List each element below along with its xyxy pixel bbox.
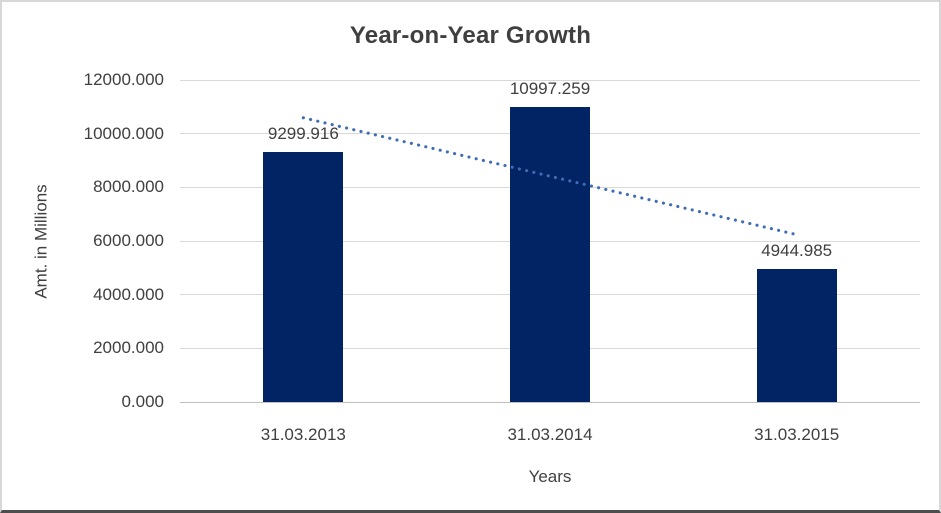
y-tick-label: 0.000 (121, 392, 164, 411)
bar (756, 269, 837, 402)
x-axis-line (180, 401, 920, 403)
y-tick-label: 4000.000 (93, 284, 164, 304)
y-tick-label: 6000.000 (93, 231, 164, 250)
bar-value-label: 10997.259 (509, 78, 591, 98)
y-tick-label: 12000.000 (83, 70, 164, 89)
x-tick-label: 31.03.2013 (260, 425, 346, 444)
gridline (180, 79, 920, 81)
x-tick-label: 31.03.2014 (507, 425, 593, 444)
bar-value-label: 4944.985 (761, 241, 833, 261)
x-axis-title: Years (528, 467, 572, 486)
y-tick-label: 2000.000 (93, 338, 164, 358)
y-tick-label: 8000.000 (93, 177, 164, 197)
y-tick-label: 10000.000 (83, 123, 164, 143)
bar-value-label: 9299.916 (267, 124, 339, 144)
x-tick-label: 31.03.2015 (754, 425, 840, 444)
chart-title: Year-on-Year Growth (349, 22, 592, 49)
